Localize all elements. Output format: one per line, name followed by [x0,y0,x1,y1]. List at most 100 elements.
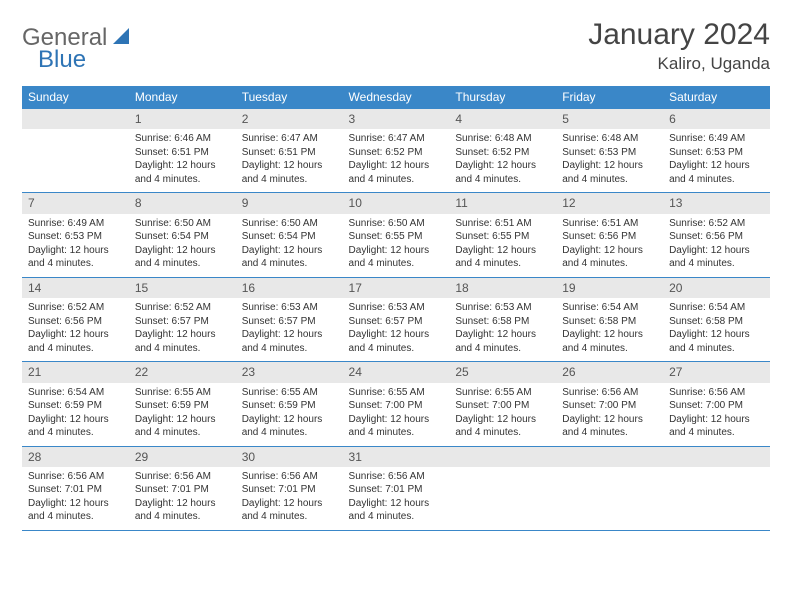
calendar-day-cell: 29Sunrise: 6:56 AMSunset: 7:01 PMDayligh… [129,446,236,530]
day-content: Sunrise: 6:50 AMSunset: 6:55 PMDaylight:… [343,214,450,277]
calendar-week-row: 21Sunrise: 6:54 AMSunset: 6:59 PMDayligh… [22,362,770,446]
day-header: Tuesday [236,86,343,109]
day-header: Wednesday [343,86,450,109]
day-content: Sunrise: 6:56 AMSunset: 7:01 PMDaylight:… [343,467,450,530]
day-number: 3 [343,109,450,129]
calendar-day-cell: 28Sunrise: 6:56 AMSunset: 7:01 PMDayligh… [22,446,129,530]
calendar-day-cell: 8Sunrise: 6:50 AMSunset: 6:54 PMDaylight… [129,193,236,277]
day-number [556,447,663,467]
day-number: 7 [22,193,129,213]
day-number: 14 [22,278,129,298]
day-header: Thursday [449,86,556,109]
day-header: Sunday [22,86,129,109]
calendar-day-cell: 6Sunrise: 6:49 AMSunset: 6:53 PMDaylight… [663,109,770,193]
calendar-day-cell: 18Sunrise: 6:53 AMSunset: 6:58 PMDayligh… [449,277,556,361]
day-number: 17 [343,278,450,298]
calendar-day-cell [449,446,556,530]
day-content: Sunrise: 6:53 AMSunset: 6:57 PMDaylight:… [343,298,450,361]
calendar-day-cell: 1Sunrise: 6:46 AMSunset: 6:51 PMDaylight… [129,109,236,193]
day-content: Sunrise: 6:52 AMSunset: 6:56 PMDaylight:… [22,298,129,361]
calendar-week-row: 14Sunrise: 6:52 AMSunset: 6:56 PMDayligh… [22,277,770,361]
day-content: Sunrise: 6:54 AMSunset: 6:58 PMDaylight:… [556,298,663,361]
calendar-day-cell: 25Sunrise: 6:55 AMSunset: 7:00 PMDayligh… [449,362,556,446]
day-number: 18 [449,278,556,298]
day-number: 15 [129,278,236,298]
calendar-day-cell: 9Sunrise: 6:50 AMSunset: 6:54 PMDaylight… [236,193,343,277]
day-content: Sunrise: 6:52 AMSunset: 6:57 PMDaylight:… [129,298,236,361]
day-content: Sunrise: 6:50 AMSunset: 6:54 PMDaylight:… [236,214,343,277]
day-number: 25 [449,362,556,382]
calendar-day-cell: 2Sunrise: 6:47 AMSunset: 6:51 PMDaylight… [236,109,343,193]
logo-sail-icon [111,26,133,51]
day-number: 12 [556,193,663,213]
day-content: Sunrise: 6:49 AMSunset: 6:53 PMDaylight:… [22,214,129,277]
day-content: Sunrise: 6:53 AMSunset: 6:58 PMDaylight:… [449,298,556,361]
day-number: 11 [449,193,556,213]
calendar-day-cell [22,109,129,193]
calendar-day-cell: 13Sunrise: 6:52 AMSunset: 6:56 PMDayligh… [663,193,770,277]
calendar-day-cell: 11Sunrise: 6:51 AMSunset: 6:55 PMDayligh… [449,193,556,277]
day-number: 22 [129,362,236,382]
day-content: Sunrise: 6:51 AMSunset: 6:55 PMDaylight:… [449,214,556,277]
day-content: Sunrise: 6:47 AMSunset: 6:51 PMDaylight:… [236,129,343,192]
calendar-day-cell: 22Sunrise: 6:55 AMSunset: 6:59 PMDayligh… [129,362,236,446]
day-content: Sunrise: 6:49 AMSunset: 6:53 PMDaylight:… [663,129,770,192]
day-content: Sunrise: 6:55 AMSunset: 7:00 PMDaylight:… [343,383,450,446]
calendar-day-cell: 16Sunrise: 6:53 AMSunset: 6:57 PMDayligh… [236,277,343,361]
calendar-day-cell [556,446,663,530]
day-number: 21 [22,362,129,382]
day-number: 10 [343,193,450,213]
day-header: Saturday [663,86,770,109]
page-header: General January 2024 Kaliro, Uganda [22,18,770,74]
calendar-body: 1Sunrise: 6:46 AMSunset: 6:51 PMDaylight… [22,109,770,531]
calendar-week-row: 7Sunrise: 6:49 AMSunset: 6:53 PMDaylight… [22,193,770,277]
day-content: Sunrise: 6:53 AMSunset: 6:57 PMDaylight:… [236,298,343,361]
day-content: Sunrise: 6:56 AMSunset: 7:01 PMDaylight:… [129,467,236,530]
day-number: 24 [343,362,450,382]
day-number: 23 [236,362,343,382]
day-number [449,447,556,467]
calendar-day-cell: 17Sunrise: 6:53 AMSunset: 6:57 PMDayligh… [343,277,450,361]
day-content: Sunrise: 6:50 AMSunset: 6:54 PMDaylight:… [129,214,236,277]
day-number [663,447,770,467]
calendar-day-cell: 19Sunrise: 6:54 AMSunset: 6:58 PMDayligh… [556,277,663,361]
calendar-day-cell: 10Sunrise: 6:50 AMSunset: 6:55 PMDayligh… [343,193,450,277]
day-number: 16 [236,278,343,298]
day-content: Sunrise: 6:46 AMSunset: 6:51 PMDaylight:… [129,129,236,192]
day-content: Sunrise: 6:48 AMSunset: 6:52 PMDaylight:… [449,129,556,192]
day-number: 2 [236,109,343,129]
day-number: 26 [556,362,663,382]
day-content: Sunrise: 6:55 AMSunset: 6:59 PMDaylight:… [236,383,343,446]
day-number: 8 [129,193,236,213]
day-content: Sunrise: 6:55 AMSunset: 7:00 PMDaylight:… [449,383,556,446]
day-number: 28 [22,447,129,467]
day-number: 6 [663,109,770,129]
calendar-day-cell: 23Sunrise: 6:55 AMSunset: 6:59 PMDayligh… [236,362,343,446]
day-number: 1 [129,109,236,129]
calendar-day-cell: 5Sunrise: 6:48 AMSunset: 6:53 PMDaylight… [556,109,663,193]
calendar-day-cell [663,446,770,530]
day-header: Monday [129,86,236,109]
day-content: Sunrise: 6:56 AMSunset: 7:00 PMDaylight:… [663,383,770,446]
calendar-day-cell: 12Sunrise: 6:51 AMSunset: 6:56 PMDayligh… [556,193,663,277]
calendar-day-cell: 14Sunrise: 6:52 AMSunset: 6:56 PMDayligh… [22,277,129,361]
day-number [22,109,129,129]
day-content: Sunrise: 6:55 AMSunset: 6:59 PMDaylight:… [129,383,236,446]
day-content: Sunrise: 6:51 AMSunset: 6:56 PMDaylight:… [556,214,663,277]
day-number: 9 [236,193,343,213]
logo-text-blue: Blue [38,46,86,74]
day-content: Sunrise: 6:56 AMSunset: 7:01 PMDaylight:… [22,467,129,530]
calendar-day-cell: 31Sunrise: 6:56 AMSunset: 7:01 PMDayligh… [343,446,450,530]
day-header: Friday [556,86,663,109]
location-label: Kaliro, Uganda [588,54,770,74]
day-number: 13 [663,193,770,213]
day-header-row: Sunday Monday Tuesday Wednesday Thursday… [22,86,770,109]
day-number: 19 [556,278,663,298]
day-content: Sunrise: 6:52 AMSunset: 6:56 PMDaylight:… [663,214,770,277]
calendar-day-cell: 21Sunrise: 6:54 AMSunset: 6:59 PMDayligh… [22,362,129,446]
day-number: 4 [449,109,556,129]
calendar-day-cell: 20Sunrise: 6:54 AMSunset: 6:58 PMDayligh… [663,277,770,361]
calendar-day-cell: 27Sunrise: 6:56 AMSunset: 7:00 PMDayligh… [663,362,770,446]
day-number: 5 [556,109,663,129]
calendar-table: Sunday Monday Tuesday Wednesday Thursday… [22,86,770,531]
